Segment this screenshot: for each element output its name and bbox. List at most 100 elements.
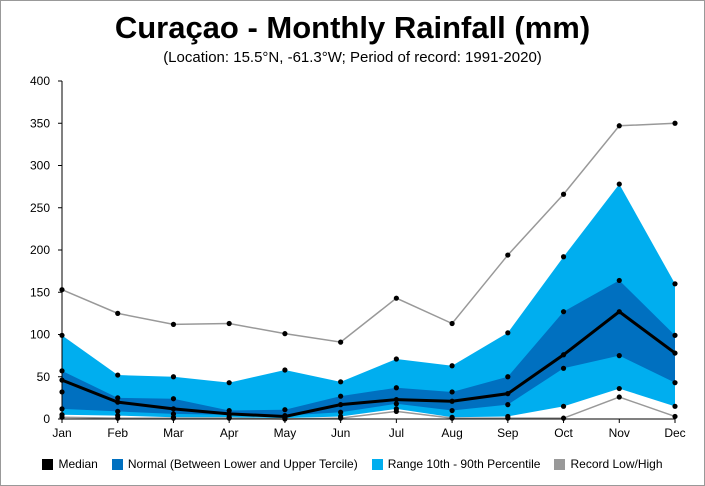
legend-item-range: Range 10th - 90th Percentile <box>371 457 541 471</box>
record-low-point <box>616 394 622 400</box>
range-high-point <box>393 356 399 362</box>
normal-high-point <box>449 389 455 395</box>
x-tick-label: May <box>274 426 297 440</box>
range-low-point <box>59 412 65 418</box>
record-high-point <box>505 252 511 258</box>
normal-band <box>62 280 675 416</box>
y-tick-label: 250 <box>30 201 50 215</box>
normal-low-point <box>560 365 567 371</box>
normal-low-point <box>449 407 455 414</box>
legend-swatch-range <box>371 458 383 470</box>
extra-point <box>59 389 65 395</box>
median-point <box>672 350 678 356</box>
normal-low-point <box>59 406 65 412</box>
legend-label-normal: Normal (Between Lower and Upper Tercile) <box>127 457 358 471</box>
record-high-point <box>338 339 344 345</box>
normal-high-point <box>59 368 65 374</box>
normal-high-point <box>560 309 567 315</box>
range-high-point <box>170 374 177 380</box>
legend-label-range: Range 10th - 90th Percentile <box>387 457 541 471</box>
range-high-point <box>226 380 232 386</box>
x-tick-label: Feb <box>107 426 128 440</box>
normal-high-point <box>338 393 344 399</box>
median-point <box>115 399 121 405</box>
normal-high-point <box>393 385 399 391</box>
record-high-point <box>560 191 567 197</box>
median-point <box>59 377 65 383</box>
y-tick-label: 50 <box>37 370 51 384</box>
range-low-point <box>505 413 511 420</box>
median-line <box>61 309 676 418</box>
x-tick-label: Mar <box>163 426 184 440</box>
normal-high-point <box>616 277 622 284</box>
x-tick-label: Jan <box>52 426 71 440</box>
x-tick-label: Dec <box>664 426 685 440</box>
range-low-point <box>115 413 121 419</box>
record-high-point <box>226 320 232 327</box>
normal-low-point <box>170 411 177 417</box>
x-tick-label: Jul <box>389 426 404 440</box>
chart-subtitle: (Location: 15.5°N, -61.3°W; Period of re… <box>163 49 542 66</box>
x-tick-label: Sep <box>497 426 519 440</box>
normal-high-point <box>505 374 511 380</box>
median-point <box>505 391 511 397</box>
record-high-point <box>393 295 399 301</box>
normal-low-point <box>672 380 678 386</box>
median-point <box>226 411 232 417</box>
median-point <box>449 398 455 404</box>
range-high-point <box>505 330 511 336</box>
record-high-point <box>115 310 121 316</box>
x-tick-label: Oct <box>554 426 573 440</box>
normal-high-point <box>282 407 288 413</box>
range-low-point <box>449 414 455 420</box>
range-low-point <box>672 403 678 409</box>
range-high-point <box>115 372 121 378</box>
range-high-point <box>616 181 622 187</box>
legend-swatch-median <box>42 458 54 470</box>
median-point <box>616 309 622 315</box>
record-high-point <box>616 123 622 129</box>
normal-low-point <box>115 408 121 414</box>
y-tick-label: 150 <box>30 285 50 299</box>
median-point <box>170 406 177 412</box>
x-tick-label: Nov <box>609 426 630 440</box>
range-band <box>62 184 675 419</box>
range-low-point <box>560 403 567 409</box>
legend-label-record: Record Low/High <box>570 457 663 471</box>
x-tick-label: Aug <box>441 426 462 440</box>
record-high-point <box>449 320 455 327</box>
normal-high-point <box>170 396 177 402</box>
record-high-point <box>282 331 288 337</box>
y-tick-label: 100 <box>30 328 50 342</box>
range-high-point <box>672 281 678 287</box>
normal-high-point <box>115 395 121 401</box>
legend-item-record: Record Low/High <box>554 457 663 471</box>
record-high-point <box>59 287 65 293</box>
y-tick-label: 300 <box>30 159 50 173</box>
normal-low-point <box>393 401 399 407</box>
median-point <box>393 396 399 403</box>
x-tick-label: Jun <box>331 426 350 440</box>
chart-legend: Median Normal (Between Lower and Upper T… <box>0 454 705 474</box>
chart-title: Curaçao - Monthly Rainfall (mm) <box>114 10 591 45</box>
y-tick-label: 200 <box>30 243 50 257</box>
median-point <box>560 352 567 358</box>
range-low-point <box>616 385 622 392</box>
range-high-point <box>59 332 65 338</box>
normal-low-point <box>505 402 511 408</box>
legend-swatch-record <box>554 458 566 470</box>
x-tick-label: Apr <box>220 426 239 440</box>
record-low-point <box>672 413 678 420</box>
median-point <box>338 402 344 408</box>
y-tick-label: 350 <box>30 116 50 130</box>
normal-low-point <box>616 353 622 359</box>
range-high-point <box>560 254 567 260</box>
range-high-point <box>338 379 344 385</box>
record-low-line <box>61 396 676 420</box>
range-low-point <box>338 413 344 420</box>
median-point <box>282 413 288 420</box>
normal-low-point <box>338 409 344 415</box>
range-high-point <box>282 367 288 373</box>
range-high-point <box>449 363 455 369</box>
